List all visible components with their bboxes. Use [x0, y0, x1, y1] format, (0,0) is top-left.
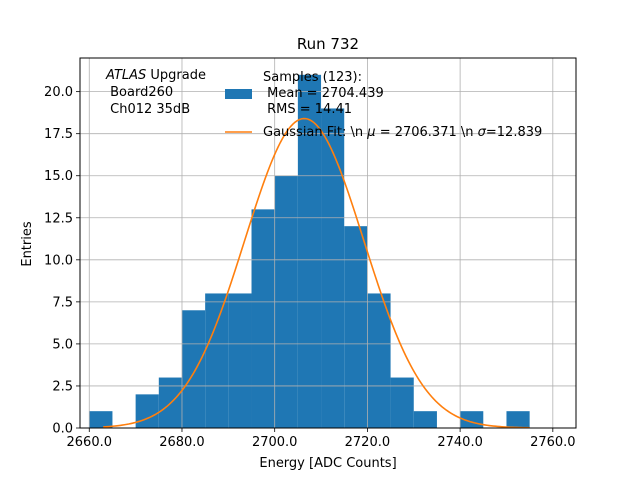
annotation-line-1: ATLAS Upgrade: [105, 68, 206, 83]
x-tick-label: 2740.0: [437, 435, 483, 450]
histogram-bar: [367, 293, 391, 428]
annotation-atlas: ATLAS: [105, 68, 146, 83]
histogram-bar: [89, 411, 113, 428]
histogram-bar: [390, 377, 414, 428]
y-tick-label: 12.5: [44, 211, 73, 226]
y-tick-label: 10.0: [44, 253, 73, 268]
legend: Samples (123): Mean = 2704.439 RMS = 14.…: [225, 70, 542, 140]
histogram-bar: [506, 411, 530, 428]
y-tick-label: 15.0: [44, 169, 73, 184]
x-tick-label: 2760.0: [530, 435, 576, 450]
y-tick-label: 5.0: [52, 337, 73, 352]
legend-hist-line-3: RMS = 14.41: [263, 102, 352, 117]
atlas-annotation: ATLAS Upgrade Board260 Ch012 35dB: [105, 68, 206, 117]
y-tick-label: 2.5: [52, 379, 73, 394]
y-axis-label: Entries: [20, 221, 35, 267]
annotation-line-3: Ch012 35dB: [106, 102, 190, 117]
chart-title: Run 732: [297, 35, 359, 53]
legend-hist-line-2: Mean = 2704.439: [263, 86, 384, 101]
legend-fit-prefix: Gaussian Fit: \n: [263, 125, 367, 140]
y-tick-label: 20.0: [44, 85, 73, 100]
histogram-bar: [181, 310, 206, 428]
histogram-bar: [205, 293, 229, 428]
histogram-bars: [89, 74, 530, 429]
annotation-line-2: Board260: [106, 85, 173, 100]
histogram-bar: [344, 226, 368, 428]
annotation-upgrade: Upgrade: [146, 68, 206, 83]
histogram-bar: [251, 209, 275, 428]
legend-fit-mu-symbol: μ: [366, 125, 375, 140]
y-axis-ticks: 0.0 2.5 5.0 7.5 10.0 12.5 15.0 17.5 20.0: [44, 85, 80, 437]
x-tick-label: 2680.0: [159, 435, 205, 450]
legend-hist-swatch: [225, 89, 252, 99]
fit-curve: [103, 117, 530, 429]
y-tick-label: 0.0: [52, 422, 73, 437]
y-tick-label: 7.5: [52, 295, 73, 310]
legend-fit-mu-value: = 2706.371 \n: [376, 125, 478, 140]
legend-hist-line-1: Samples (123):: [263, 70, 362, 85]
legend-fit-sigma-symbol: σ: [478, 125, 487, 140]
x-tick-label: 2720.0: [345, 435, 391, 450]
x-tick-label: 2700.0: [252, 435, 298, 450]
x-tick-label: 2660.0: [67, 435, 113, 450]
histogram-bar: [297, 74, 322, 429]
histogram-bar: [321, 108, 345, 429]
legend-fit-label: Gaussian Fit: \n μ = 2706.371 \n σ=12.83…: [263, 125, 542, 140]
histogram-bar: [413, 411, 437, 428]
x-axis-ticks: 2660.0 2680.0 2700.0 2720.0 2740.0 2760.0: [67, 428, 576, 450]
x-axis-label: Energy [ADC Counts]: [259, 456, 396, 471]
plot-frame: [79, 57, 577, 429]
histogram-bar: [228, 293, 252, 428]
legend-fit-sigma-value: =12.839: [486, 125, 542, 140]
gaussian-fit: [103, 117, 530, 429]
y-tick-label: 17.5: [44, 127, 73, 142]
histogram-bar: [135, 394, 159, 428]
